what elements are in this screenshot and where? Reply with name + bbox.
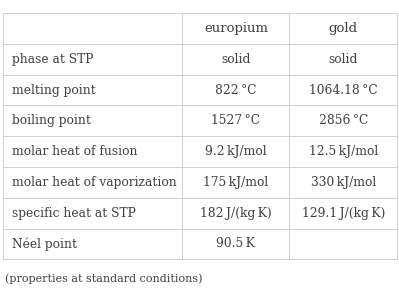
Text: melting point: melting point: [12, 84, 96, 97]
Text: 182 J/(kg K): 182 J/(kg K): [200, 207, 272, 220]
Text: 9.2 kJ/mol: 9.2 kJ/mol: [205, 145, 267, 158]
Text: europium: europium: [204, 22, 268, 35]
Text: phase at STP: phase at STP: [12, 53, 93, 66]
Text: boiling point: boiling point: [12, 114, 91, 127]
Text: molar heat of fusion: molar heat of fusion: [12, 145, 138, 158]
Text: 330 kJ/mol: 330 kJ/mol: [311, 176, 376, 189]
Text: gold: gold: [329, 22, 358, 35]
Text: 822 °C: 822 °C: [215, 84, 257, 97]
Text: molar heat of vaporization: molar heat of vaporization: [12, 176, 177, 189]
Text: 129.1 J/(kg K): 129.1 J/(kg K): [302, 207, 385, 220]
Text: 12.5 kJ/mol: 12.5 kJ/mol: [308, 145, 378, 158]
Text: specific heat at STP: specific heat at STP: [12, 207, 136, 220]
Text: 1064.18 °C: 1064.18 °C: [309, 84, 377, 97]
Text: 175 kJ/mol: 175 kJ/mol: [203, 176, 269, 189]
Text: 1527 °C: 1527 °C: [211, 114, 261, 127]
Text: solid: solid: [328, 53, 358, 66]
Text: (properties at standard conditions): (properties at standard conditions): [5, 274, 203, 284]
Text: 2856 °C: 2856 °C: [319, 114, 368, 127]
Text: solid: solid: [221, 53, 251, 66]
Text: 90.5 K: 90.5 K: [217, 237, 255, 251]
Text: Néel point: Néel point: [12, 237, 77, 251]
